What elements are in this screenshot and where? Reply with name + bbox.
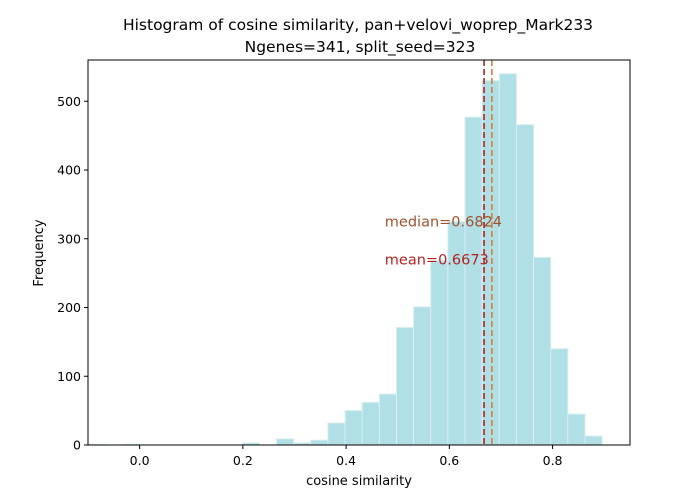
histogram-bar <box>515 124 535 446</box>
histogram-bar <box>310 439 329 446</box>
median-annotation: median=0.6824 <box>385 215 502 231</box>
annotations-group: median=0.6824 mean=0.6673 <box>385 215 502 269</box>
y-tick-label: 0 <box>73 438 81 453</box>
histogram-bar <box>533 256 552 446</box>
y-axis-label: Frequency <box>32 219 47 286</box>
mean-annotation: mean=0.6673 <box>385 252 489 268</box>
plot-area-frame <box>87 59 631 446</box>
histogram-bar <box>430 260 449 446</box>
histogram-bar <box>395 326 415 446</box>
x-tick-label: 0.6 <box>439 453 459 468</box>
y-axis-ticks: 0 100 200 300 400 500 <box>57 94 88 453</box>
histogram-bar <box>584 435 603 446</box>
y-tick-label: 200 <box>57 300 81 315</box>
x-tick-label: 0.8 <box>543 453 563 468</box>
histogram-bar <box>550 348 569 446</box>
y-tick-label: 300 <box>57 231 81 246</box>
x-tick-label: 0.0 <box>130 453 150 468</box>
histogram-bar <box>276 438 295 446</box>
histogram-bar <box>344 410 363 446</box>
x-axis-label: cosine similarity <box>306 474 412 489</box>
histogram-bar <box>327 422 346 446</box>
y-tick-label: 500 <box>57 94 81 109</box>
x-tick-label: 0.2 <box>233 453 253 468</box>
histogram-bar <box>498 73 517 446</box>
histogram-bar <box>567 413 586 446</box>
chart-title-line1: Histogram of cosine similarity, pan+velo… <box>123 16 593 35</box>
x-tick-label: 0.4 <box>336 453 356 468</box>
chart-title-line2: Ngenes=341, split_seed=323 <box>245 38 476 57</box>
histogram-bar <box>464 116 483 446</box>
histogram-bar <box>413 306 432 446</box>
bars-group <box>87 73 603 446</box>
y-tick-label: 400 <box>57 163 81 178</box>
histogram-bar <box>378 393 397 446</box>
histogram-bar <box>361 401 380 446</box>
y-tick-label: 100 <box>57 369 81 384</box>
stat-lines-group <box>483 60 493 445</box>
x-axis-ticks: 0.0 0.2 0.4 0.6 0.8 <box>130 445 563 468</box>
